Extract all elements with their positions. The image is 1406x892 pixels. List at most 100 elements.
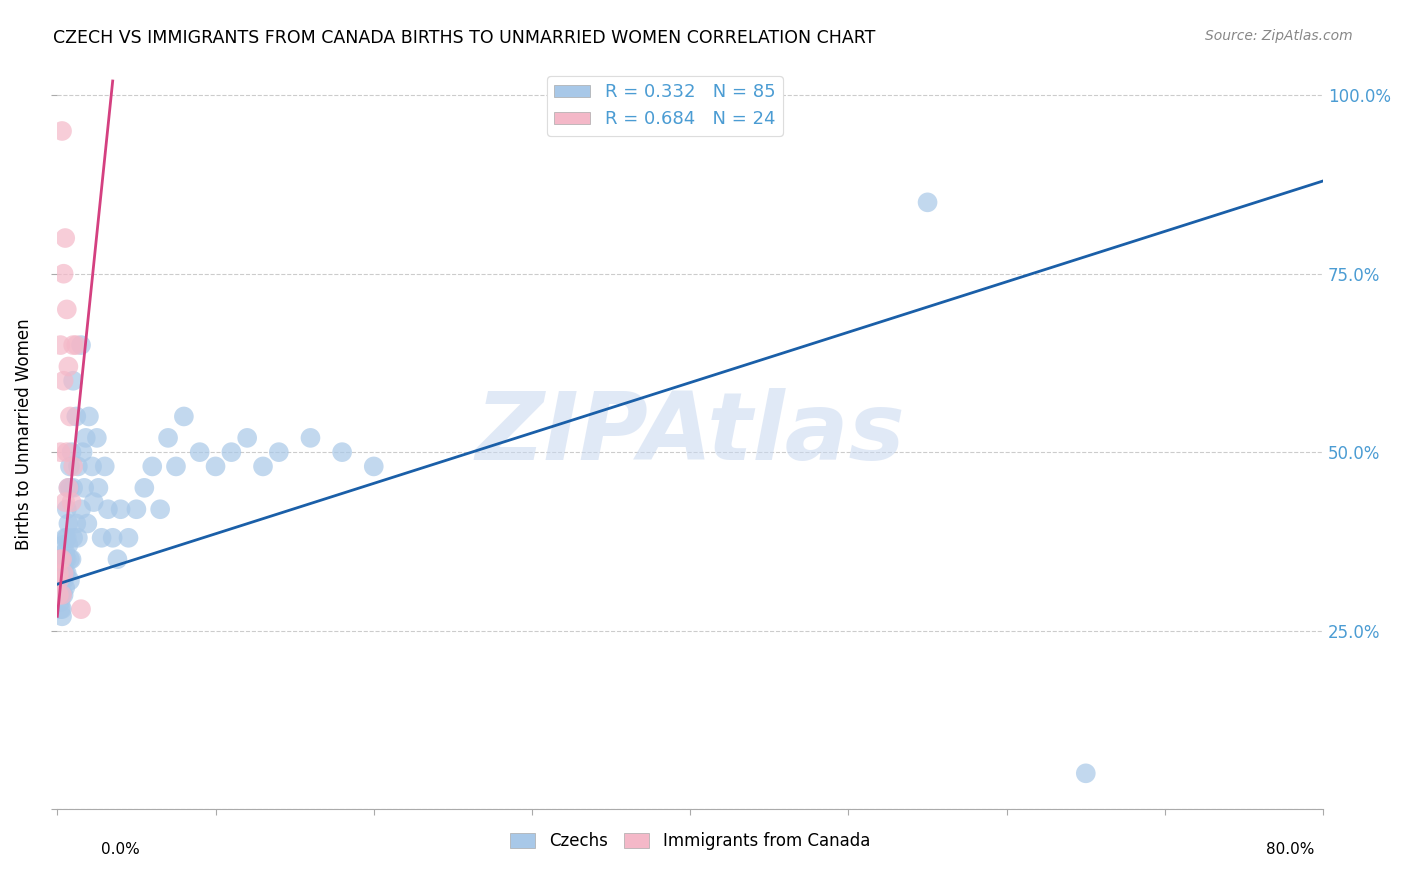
Point [58, 481, 80, 495]
Point [149, 502, 172, 516]
Point [59, 574, 82, 588]
Point [52, 538, 75, 552]
Point [60, 445, 83, 459]
Point [53, 545, 76, 559]
Point [59, 481, 82, 495]
Point [110, 502, 132, 516]
Point [49, 552, 72, 566]
Point [51, 552, 73, 566]
Point [48, 574, 70, 588]
Point [72, 445, 94, 459]
Point [48, 552, 70, 566]
Point [58, 516, 80, 531]
Point [252, 459, 274, 474]
Point [59, 459, 82, 474]
Point [73, 481, 96, 495]
Point [97, 502, 120, 516]
Point [56, 302, 79, 317]
Point [53, 566, 76, 581]
Legend: R = 0.332   N = 85, R = 0.684   N = 24: R = 0.332 N = 85, R = 0.684 N = 24 [547, 76, 783, 136]
Point [267, 445, 290, 459]
Point [188, 445, 211, 459]
Point [82, 459, 104, 474]
Point [56, 552, 79, 566]
Point [49, 559, 72, 574]
Point [51, 124, 73, 138]
Text: Source: ZipAtlas.com: Source: ZipAtlas.com [1205, 29, 1353, 43]
Point [49, 338, 72, 352]
Point [51, 566, 73, 581]
Point [125, 502, 148, 516]
Text: 80.0%: 80.0% [1267, 842, 1315, 856]
Point [53, 581, 76, 595]
Point [363, 459, 385, 474]
Point [65, 516, 87, 531]
Point [48, 588, 70, 602]
Point [76, 516, 98, 531]
Point [53, 231, 76, 245]
Point [62, 481, 84, 495]
Point [52, 566, 75, 581]
Point [49, 588, 72, 602]
Point [52, 588, 75, 602]
Point [59, 552, 82, 566]
Point [165, 459, 187, 474]
Point [90, 531, 112, 545]
Point [52, 566, 75, 581]
Point [56, 531, 79, 545]
Point [51, 602, 73, 616]
Point [70, 602, 93, 616]
Point [48, 566, 70, 581]
Point [60, 495, 83, 509]
Point [134, 481, 156, 495]
Point [75, 431, 97, 445]
Text: 0.0%: 0.0% [101, 842, 141, 856]
Point [101, 531, 124, 545]
Point [204, 459, 226, 474]
Point [49, 566, 72, 581]
Point [1074, 766, 1097, 780]
Point [70, 502, 93, 516]
Point [221, 445, 243, 459]
Point [236, 431, 259, 445]
Point [53, 495, 76, 509]
Point [52, 552, 75, 566]
Point [62, 338, 84, 352]
Point [173, 409, 195, 424]
Point [70, 338, 93, 352]
Point [66, 459, 89, 474]
Point [49, 445, 72, 459]
Point [49, 552, 72, 566]
Point [51, 609, 73, 624]
Point [51, 559, 73, 574]
Point [58, 359, 80, 374]
Point [77, 409, 100, 424]
Point [157, 431, 180, 445]
Point [94, 459, 117, 474]
Point [86, 431, 108, 445]
Point [299, 431, 322, 445]
Point [48, 566, 70, 581]
Point [66, 531, 89, 545]
Point [62, 531, 84, 545]
Point [59, 409, 82, 424]
Point [107, 552, 129, 566]
Point [65, 409, 87, 424]
Point [51, 552, 73, 566]
Point [49, 602, 72, 616]
Y-axis label: Births to Unmarried Women: Births to Unmarried Women [15, 318, 32, 550]
Point [51, 574, 73, 588]
Point [52, 267, 75, 281]
Point [60, 552, 83, 566]
Point [62, 459, 84, 474]
Point [62, 374, 84, 388]
Text: ZIPAtlas: ZIPAtlas [475, 388, 905, 480]
Point [58, 538, 80, 552]
Point [52, 374, 75, 388]
Point [56, 445, 79, 459]
Point [51, 588, 73, 602]
Point [65, 338, 87, 352]
Point [51, 588, 73, 602]
Point [53, 552, 76, 566]
Point [48, 574, 70, 588]
